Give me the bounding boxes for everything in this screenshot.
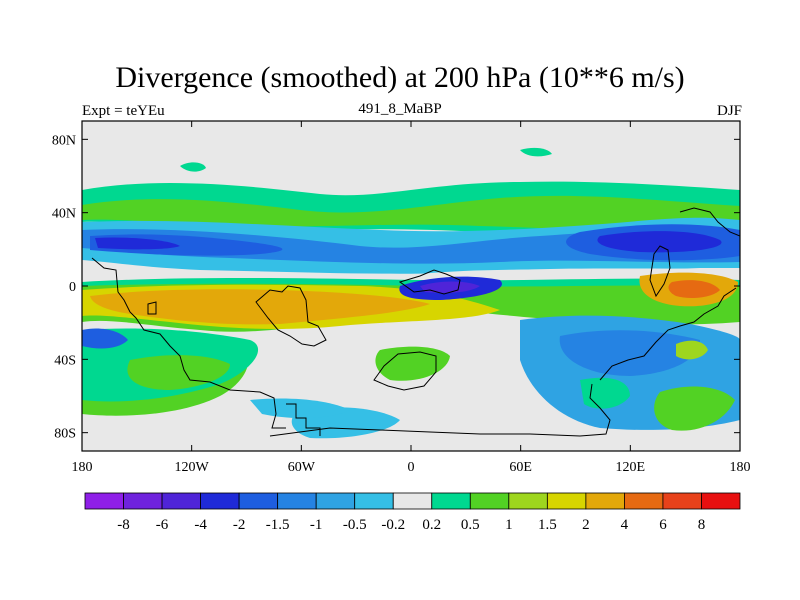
colorbar-swatch xyxy=(84,492,124,510)
contour-band xyxy=(654,386,735,431)
colorbar-level-label: 0.2 xyxy=(422,517,441,533)
colorbar-level-label: 2 xyxy=(582,517,590,533)
contour-band xyxy=(668,280,720,298)
chart-title: Divergence (smoothed) at 200 hPa (10**6 … xyxy=(115,61,685,94)
y-tick-label: 80N xyxy=(52,133,76,148)
coastline-antarctica xyxy=(269,383,611,437)
x-tick-label: 60E xyxy=(509,460,532,475)
coastline-antarctic-peninsula xyxy=(286,403,321,436)
colorbar-level-label: -0.5 xyxy=(343,517,367,533)
coastline-layer xyxy=(91,207,740,437)
colorbar-swatch xyxy=(315,492,356,510)
colorbar-swatch xyxy=(238,492,279,510)
coastline-south-america xyxy=(255,285,327,347)
colorbar-swatch xyxy=(508,492,548,510)
colorbar-level-label: 1.5 xyxy=(538,517,557,533)
x-tick-label: 0 xyxy=(408,460,415,475)
contour-band xyxy=(82,195,740,230)
colorbar-level-label: -2 xyxy=(233,517,246,533)
contour-band xyxy=(180,162,206,172)
contour-band xyxy=(597,231,722,253)
coastline-africa xyxy=(398,269,461,295)
colorbar-swatch xyxy=(662,492,702,510)
x-tick-label: 180 xyxy=(72,460,93,475)
colorbar-swatch xyxy=(123,492,163,510)
colorbar-swatch xyxy=(161,492,201,510)
colorbar: -8 -6 -4 -2 -1.5 -1 -0.5 -0.2 0.2 0.5 1 1.5 2 4 6 8 xyxy=(84,492,741,533)
coastline-southern-africa xyxy=(373,351,437,391)
y-tick-label: 40N xyxy=(52,207,76,222)
colorbar-swatch xyxy=(546,492,587,510)
y-tick-label: 0 xyxy=(69,280,76,295)
colorbar-swatch xyxy=(701,492,741,510)
contour-band xyxy=(520,147,552,157)
colorbar-level-label: 4 xyxy=(621,517,629,533)
contour-fill-layer xyxy=(82,147,740,439)
colorbar-level-label: -8 xyxy=(117,517,130,533)
colorbar-swatch xyxy=(200,492,240,510)
colorbar-swatch xyxy=(277,492,317,510)
y-tick-label: 80S xyxy=(54,427,76,442)
colorbar-swatch xyxy=(431,492,471,510)
colorbar-swatch xyxy=(624,492,664,510)
colorbar-level-label: -0.2 xyxy=(381,517,405,533)
axis-ticks: 180 120W 60W 0 60E 120E 180 80N 40N 0 40S 80S xyxy=(52,121,751,475)
colorbar-level-label: -1 xyxy=(310,517,323,533)
colorbar-level-label: 0.5 xyxy=(461,517,480,533)
contour-band xyxy=(82,328,128,349)
colorbar-level-label: 6 xyxy=(659,517,667,533)
experiment-label: Expt = teYEu xyxy=(82,103,165,119)
coastline-asia xyxy=(599,287,737,381)
colorbar-swatch xyxy=(392,492,433,510)
colorbar-level-label: -6 xyxy=(156,517,169,533)
coastline-asia-north xyxy=(649,245,671,298)
colorbar-level-label: -4 xyxy=(194,517,207,533)
colorbar-swatch xyxy=(469,492,510,510)
colorbar-swatch xyxy=(354,492,394,510)
run-label: 491_8_MaBP xyxy=(358,101,442,117)
coastline-americas xyxy=(91,257,286,429)
y-tick-label: 40S xyxy=(54,353,76,368)
x-tick-label: 60W xyxy=(288,460,316,475)
colorbar-level-label: 1 xyxy=(505,517,513,533)
x-tick-label: 120E xyxy=(616,460,646,475)
contour-band xyxy=(95,237,180,250)
coastline-island xyxy=(147,301,157,315)
coastline-east-asia xyxy=(679,207,740,237)
contour-band xyxy=(420,281,480,293)
x-tick-label: 180 xyxy=(730,460,751,475)
colorbar-level-label: 8 xyxy=(698,517,706,533)
x-tick-label: 120W xyxy=(175,460,210,475)
colorbar-swatch xyxy=(585,492,625,510)
contour-band xyxy=(559,330,700,376)
contour-band xyxy=(676,340,708,360)
season-label: DJF xyxy=(716,103,742,119)
colorbar-level-label: -1.5 xyxy=(266,517,290,533)
